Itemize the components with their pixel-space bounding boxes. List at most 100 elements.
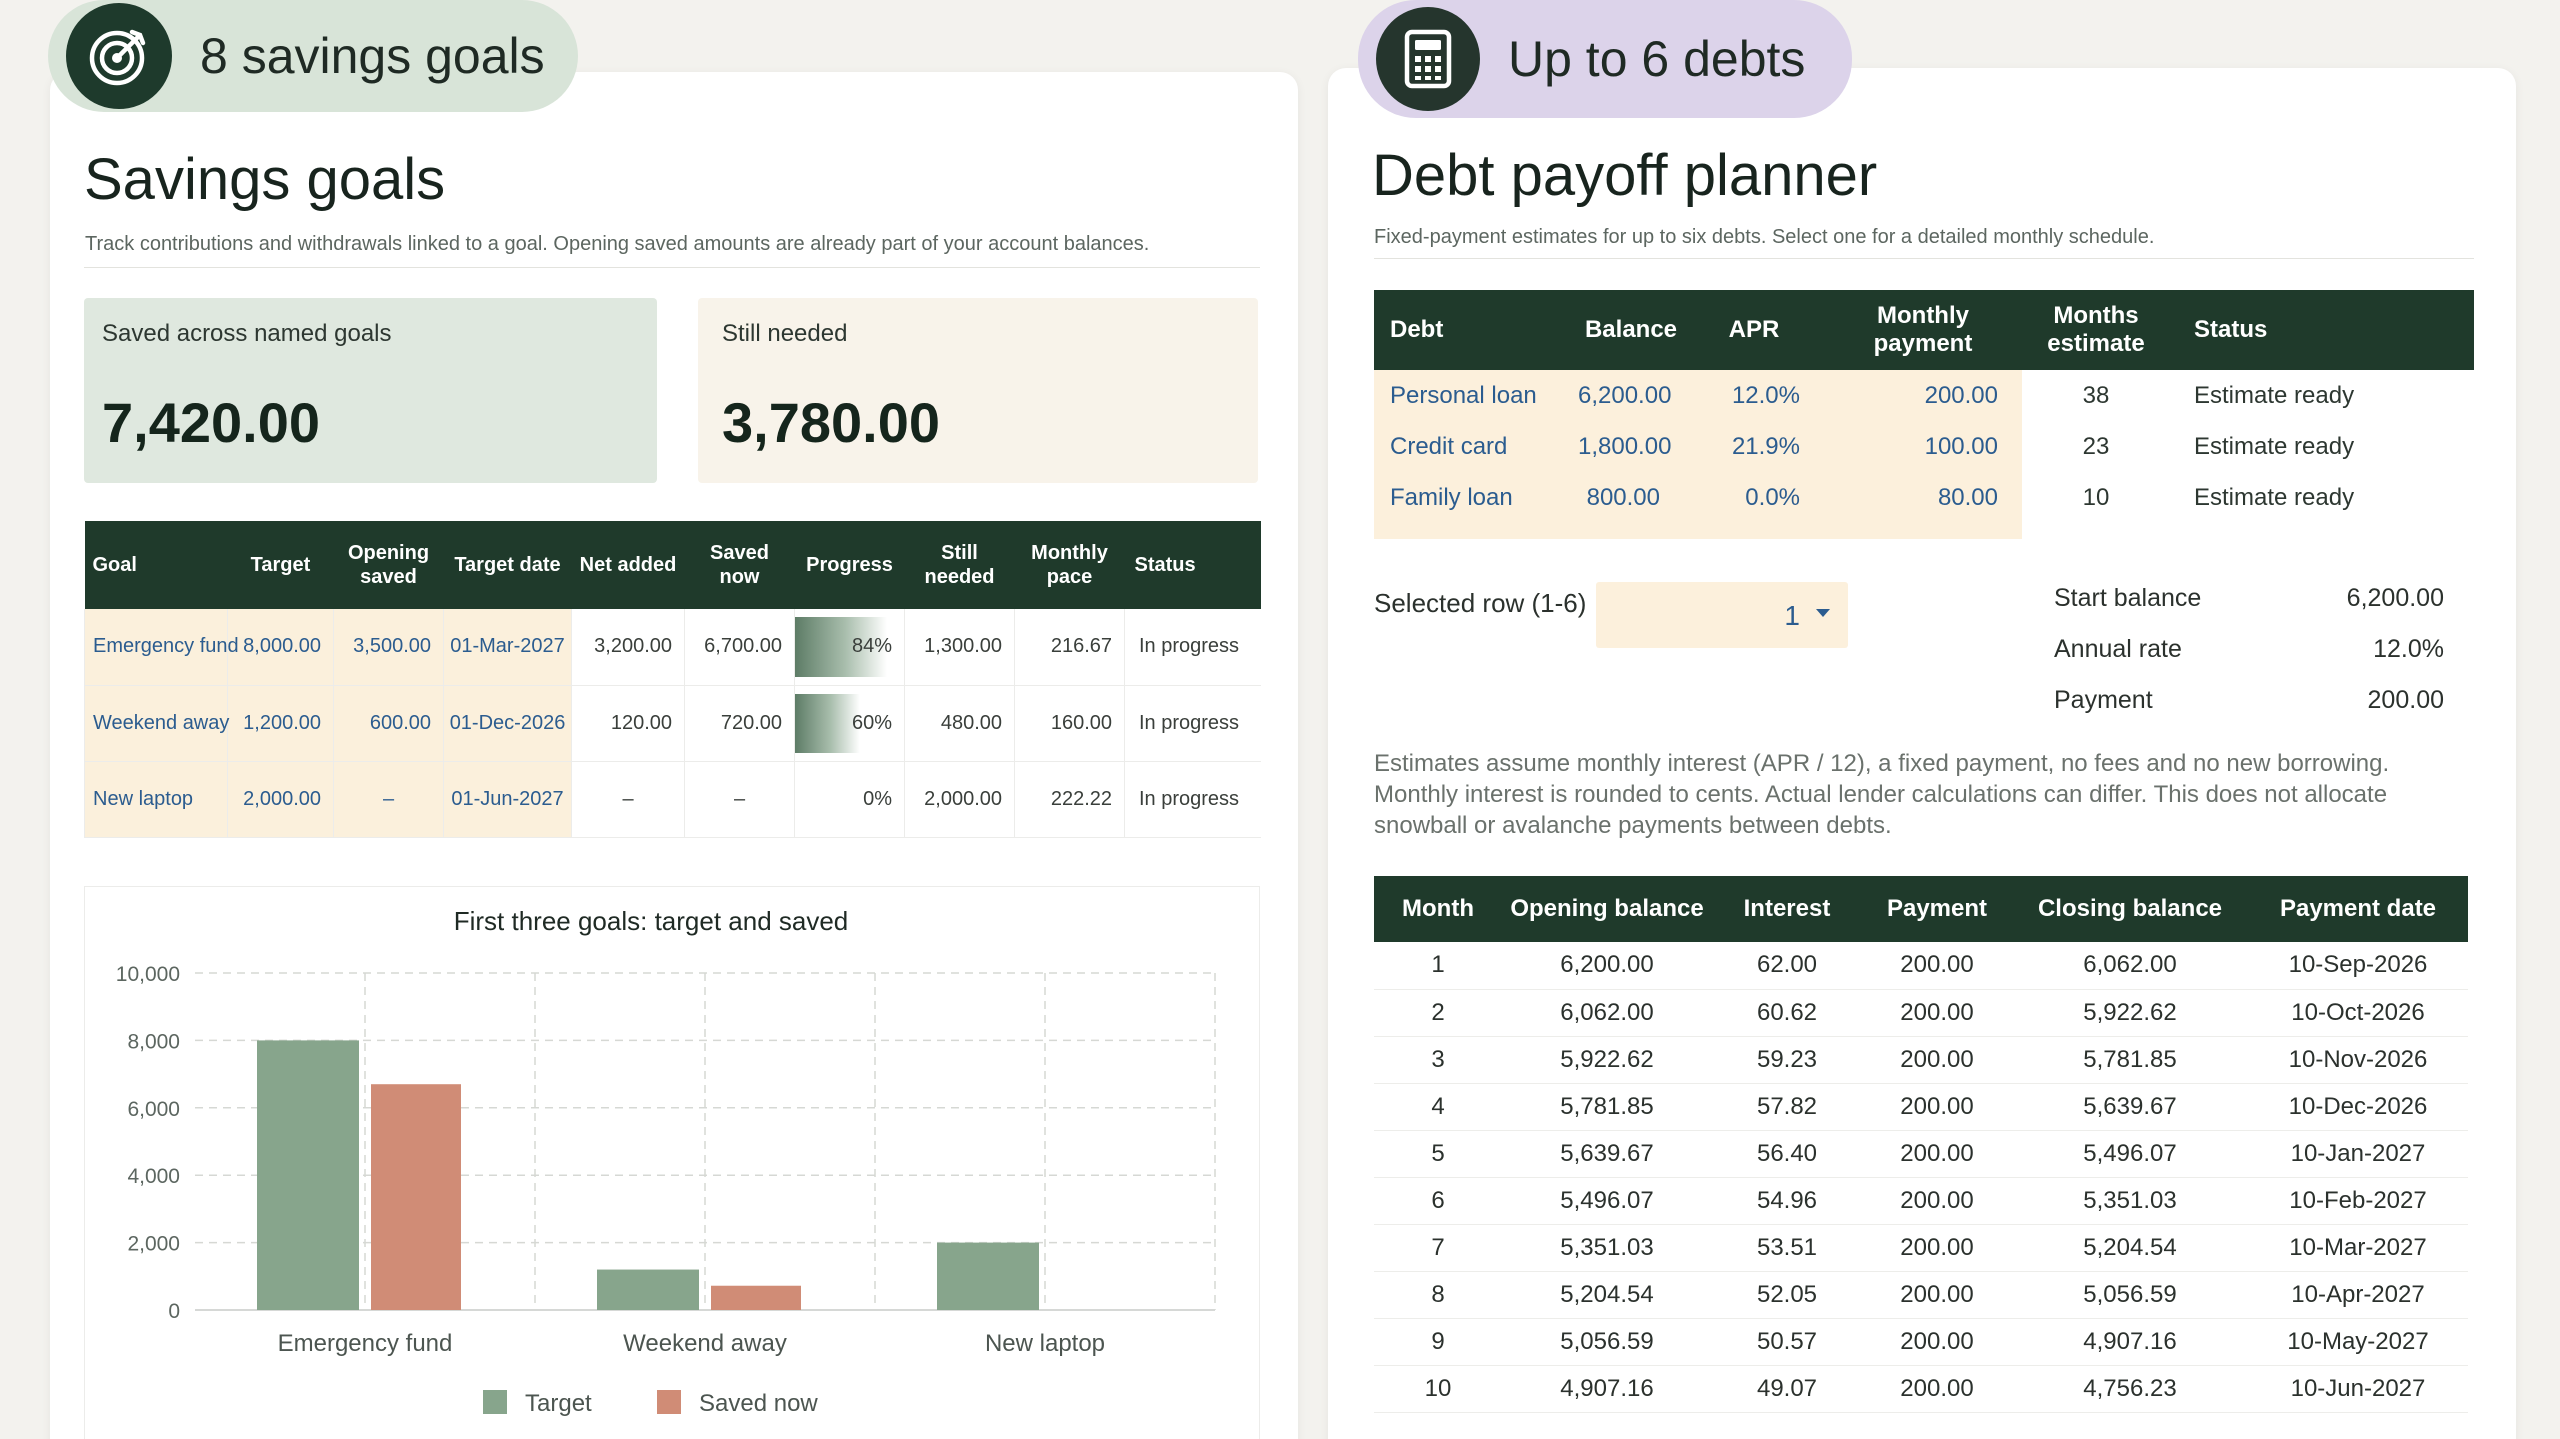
column-header[interactable]: Opening balance [1502, 876, 1712, 942]
schedule-interest-cell: 56.40 [1712, 1130, 1862, 1178]
column-header[interactable]: Target date [443, 521, 572, 609]
schedule-closing-cell: 4,756.23 [2012, 1365, 2248, 1413]
schedule-closing-cell: 4,907.16 [2012, 1318, 2248, 1366]
column-header[interactable]: Saved now [684, 521, 795, 609]
column-header[interactable]: Target [227, 521, 334, 609]
x-tick-label: Emergency fund [278, 1330, 453, 1357]
schedule-month-cell: 5 [1374, 1130, 1502, 1178]
debt-balance-cell[interactable]: 6,200.00 [1578, 370, 1684, 421]
column-header[interactable]: Debt [1374, 290, 1578, 370]
column-header[interactable]: Opening saved [333, 521, 444, 609]
schedule-month-cell: 1 [1374, 942, 1502, 990]
column-header[interactable]: Goal [84, 521, 228, 609]
goal-target-cell[interactable]: 2,000.00 [227, 761, 334, 838]
goal-target-cell[interactable]: 8,000.00 [227, 609, 334, 686]
column-header[interactable]: APR [1684, 290, 1824, 370]
goal-opening-cell[interactable]: – [333, 761, 444, 838]
debt-apr-cell[interactable]: 0.0% [1684, 472, 1824, 523]
schedule-opening-cell: 4,907.16 [1502, 1365, 1712, 1413]
schedule-month-cell: 3 [1374, 1036, 1502, 1084]
schedule-payment-cell: 200.00 [1862, 1224, 2012, 1272]
debt-payment-cell[interactable]: 80.00 [1824, 472, 2022, 523]
schedule-opening-cell: 5,056.59 [1502, 1318, 1712, 1366]
column-header[interactable]: Month [1374, 876, 1502, 942]
schedule-body: 1 6,200.00 62.00 200.00 6,062.00 10-Sep-2026 2… [1374, 942, 2468, 1413]
schedule-date-cell: 10-Dec-2026 [2248, 1083, 2468, 1131]
selected-row-value: 1 [1784, 600, 1800, 631]
debt-months-cell: 38 [2082, 381, 2110, 409]
debt-name-cell[interactable]: Credit card [1374, 421, 1578, 472]
column-header[interactable]: Status [1124, 521, 1261, 609]
debt-name-cell[interactable]: Family loan [1374, 472, 1578, 523]
empty-cell [2022, 523, 2170, 539]
goal-name-cell[interactable]: Emergency fund [84, 609, 239, 686]
schedule-interest-cell: 57.82 [1712, 1083, 1862, 1131]
schedule-payment-cell: 200.00 [1862, 1036, 2012, 1084]
schedule-opening-cell: 5,922.62 [1502, 1036, 1712, 1084]
debt-balance-cell[interactable]: 800.00 [1578, 472, 1684, 523]
empty-input-cell[interactable] [1684, 523, 1824, 539]
goal-target-cell[interactable]: 1,200.00 [227, 685, 334, 762]
schedule-closing-cell: 5,204.54 [2012, 1224, 2248, 1272]
goal-pace-cell: 222.22 [1014, 761, 1125, 838]
column-header[interactable]: Balance [1578, 290, 1684, 370]
goal-row: Emergency fund 8,000.00 3,500.00 01-Mar-… [84, 609, 1261, 686]
debt-status-cell: Estimate ready [2194, 483, 2355, 511]
column-header[interactable]: Status [2170, 290, 2474, 370]
column-header[interactable]: Months estimate [2022, 290, 2170, 370]
debt-subtitle: Fixed-payment estimates for up to six de… [1374, 226, 2155, 248]
column-header[interactable]: Payment date [2248, 876, 2468, 942]
goal-saved-cell: 720.00 [684, 685, 795, 762]
goal-date-cell[interactable]: 01-Dec-2026 [443, 685, 572, 762]
goal-opening-cell[interactable]: 3,500.00 [333, 609, 444, 686]
debt-payment-cell[interactable]: 200.00 [1824, 370, 2022, 421]
goal-name-cell[interactable]: New laptop [84, 761, 228, 838]
schedule-row: 10 4,907.16 49.07 200.00 4,756.23 10-Jun-2027 [1374, 1365, 2468, 1413]
column-header[interactable]: Payment [1862, 876, 2012, 942]
goal-date-cell[interactable]: 01-Mar-2027 [443, 609, 572, 686]
saved-total-label: Saved across named goals [102, 320, 392, 347]
column-header[interactable]: Monthly payment [1824, 290, 2022, 370]
selected-row-dropdown[interactable]: 1 [1596, 582, 1848, 648]
column-header[interactable]: Interest [1712, 876, 1862, 942]
chart-title: First three goals: target and saved [454, 906, 849, 936]
summary-label: Annual rate [2054, 635, 2182, 663]
schedule-payment-cell: 200.00 [1862, 989, 2012, 1037]
column-header[interactable]: Closing balance [2012, 876, 2248, 942]
column-header[interactable]: Monthly pace [1014, 521, 1125, 609]
schedule-row: 6 5,496.07 54.96 200.00 5,351.03 10-Feb-2027 [1374, 1177, 2468, 1225]
schedule-row: 7 5,351.03 53.51 200.00 5,204.54 10-Mar-2027 [1374, 1224, 2468, 1272]
column-header[interactable]: Still needed [904, 521, 1015, 609]
empty-input-cell[interactable] [1578, 523, 1684, 539]
schedule-month-cell: 9 [1374, 1318, 1502, 1366]
goal-status-cell: In progress [1124, 685, 1261, 762]
schedule-month-cell: 10 [1374, 1365, 1502, 1413]
debt-balance-cell[interactable]: 1,800.00 [1578, 421, 1684, 472]
empty-input-cell[interactable] [1824, 523, 2022, 539]
dropdown-arrow-icon[interactable] [1814, 606, 1832, 620]
column-header[interactable]: Net added [571, 521, 685, 609]
goal-opening-cell[interactable]: 600.00 [333, 685, 444, 762]
column-header[interactable]: Progress [794, 521, 905, 609]
debt-payment-cell[interactable]: 100.00 [1824, 421, 2022, 472]
summary-label: Payment [2054, 686, 2153, 714]
goal-needed-cell: 2,000.00 [904, 761, 1015, 838]
debt-apr-cell[interactable]: 21.9% [1684, 421, 1824, 472]
y-tick-label: 8,000 [127, 1030, 180, 1053]
goals-header-row: Goal Target Opening saved Target date Ne… [84, 521, 1261, 609]
debts-header-row: Debt Balance APR Monthly payment Months … [1374, 290, 2474, 370]
debt-apr-cell[interactable]: 12.0% [1684, 370, 1824, 421]
savings-goals-badge: 8 savings goals [48, 0, 578, 112]
selected-row-label: Selected row (1-6) [1374, 588, 1587, 618]
schedule-payment-cell: 200.00 [1862, 1130, 2012, 1178]
goal-name-cell[interactable]: Weekend away [84, 685, 229, 762]
legend-label: Target [525, 1390, 592, 1417]
schedule-payment-cell: 200.00 [1862, 1177, 2012, 1225]
debt-name-cell[interactable]: Personal loan [1374, 370, 1578, 421]
x-tick-label: New laptop [985, 1330, 1105, 1357]
schedule-row: 9 5,056.59 50.57 200.00 4,907.16 10-May-2027 [1374, 1318, 2468, 1366]
schedule-date-cell: 10-Jun-2027 [2248, 1365, 2468, 1413]
schedule-opening-cell: 6,200.00 [1502, 942, 1712, 990]
empty-input-cell[interactable] [1374, 523, 1578, 539]
goal-date-cell[interactable]: 01-Jun-2027 [443, 761, 572, 838]
